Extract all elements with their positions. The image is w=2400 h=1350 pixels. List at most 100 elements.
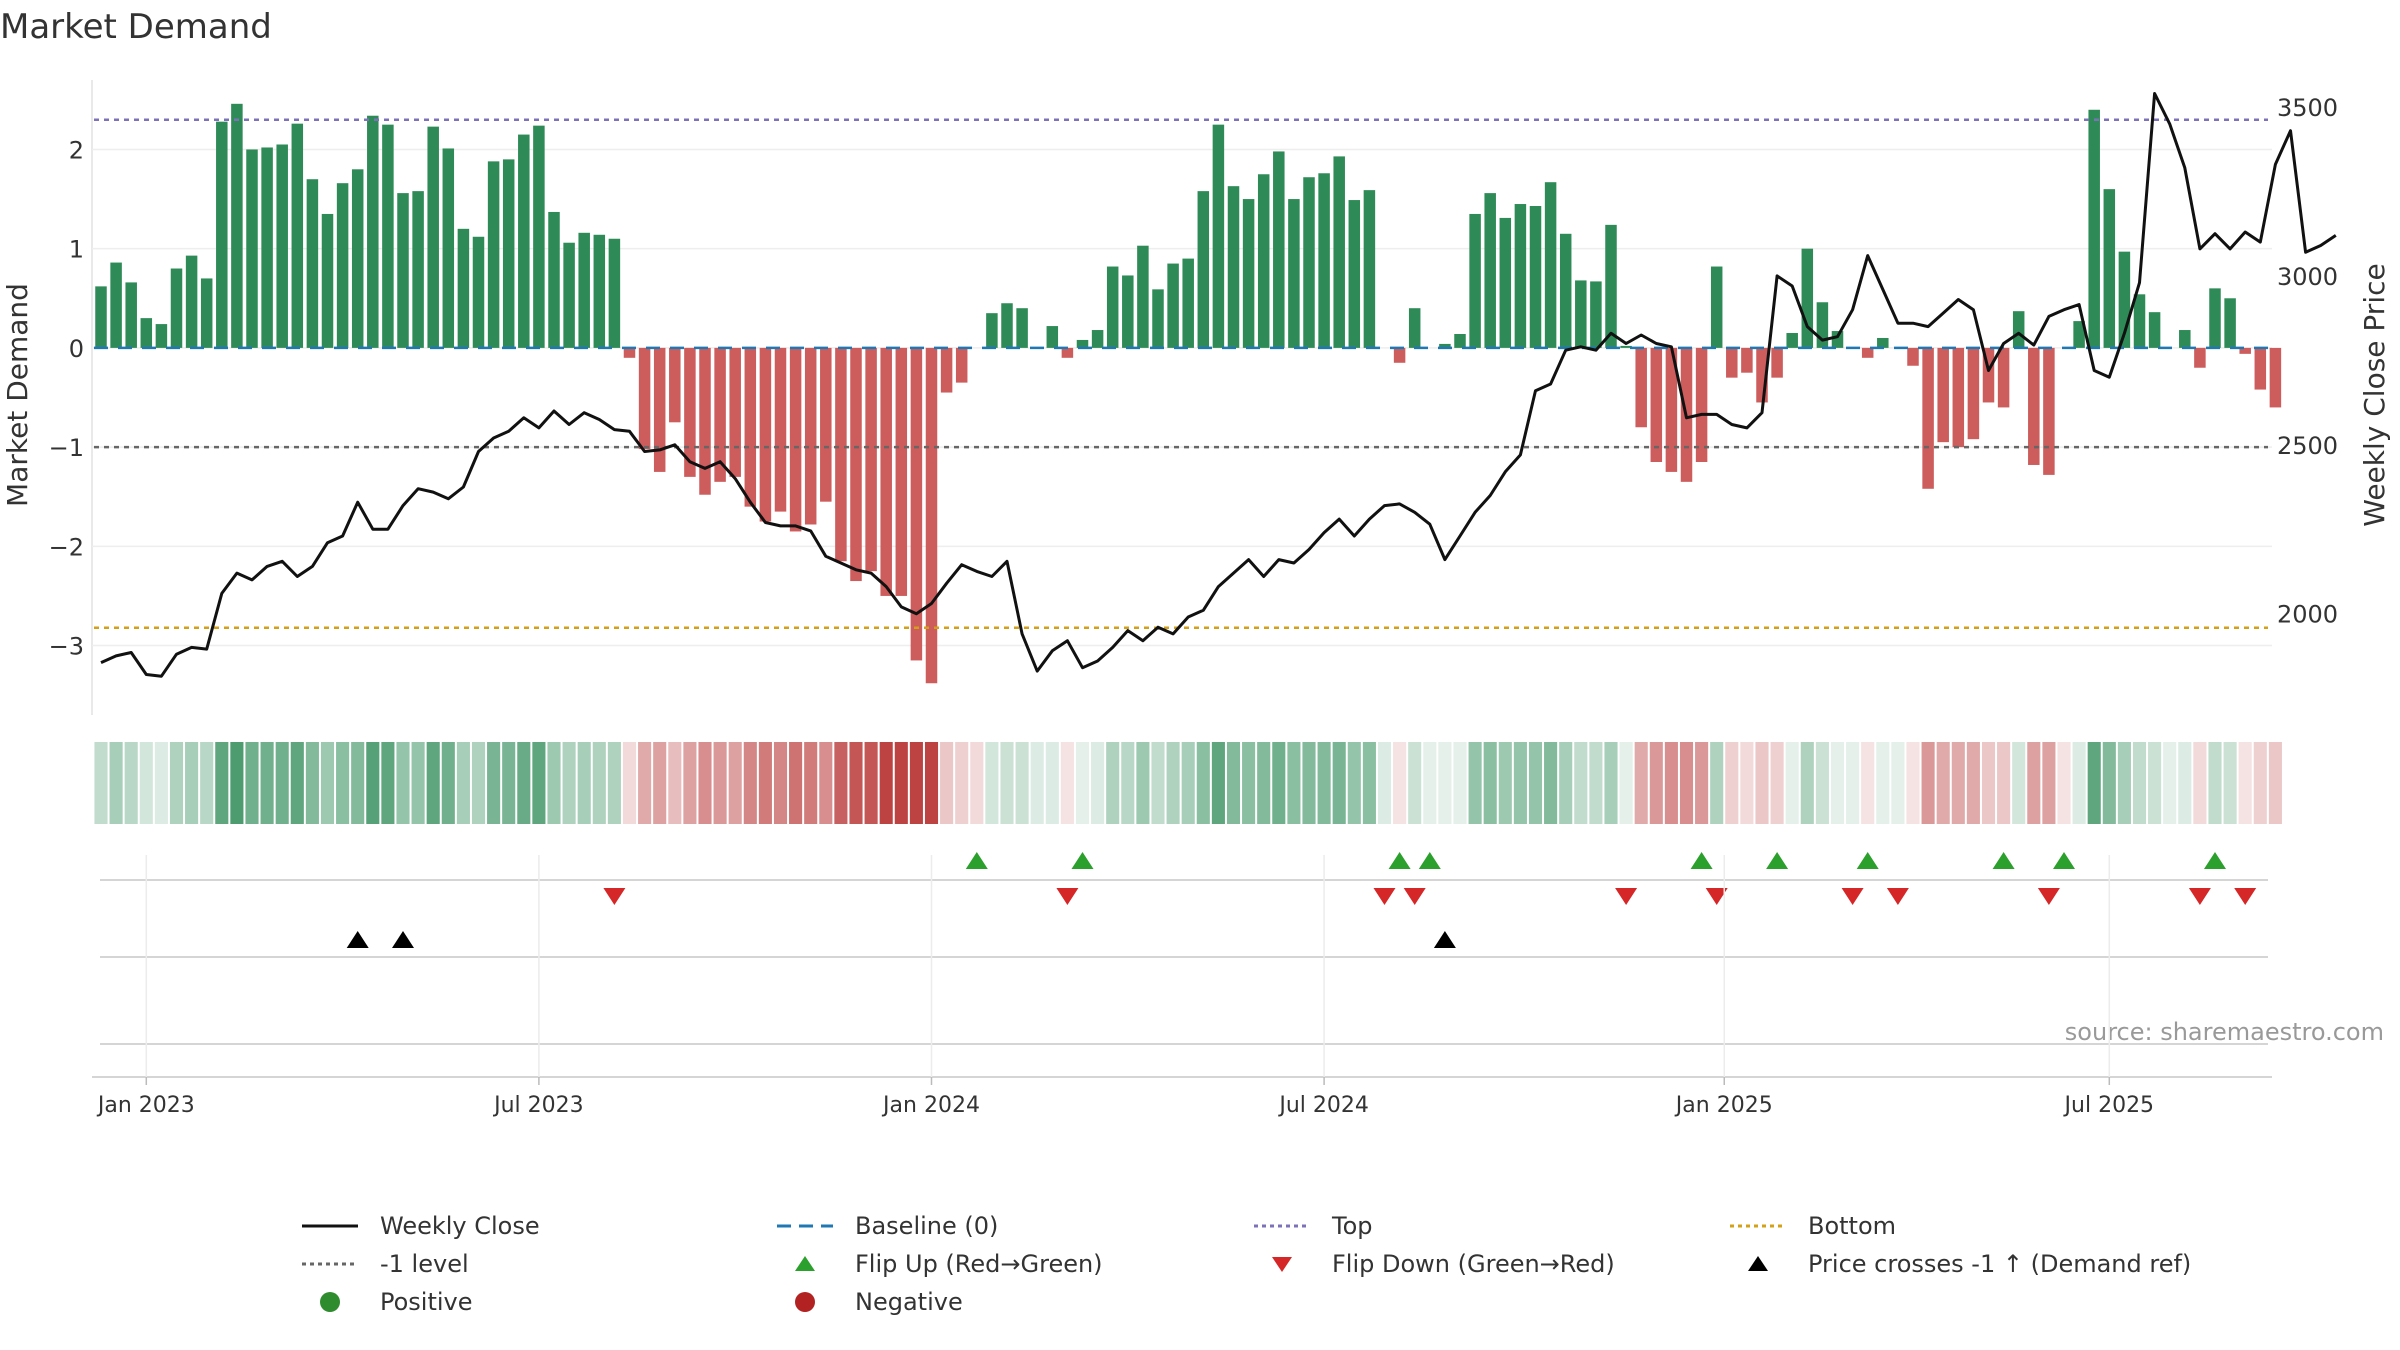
- heat-cell: [139, 742, 153, 824]
- legend-swatch-triangle-down: [1272, 1257, 1292, 1272]
- legend-swatch-triangle-up: [1748, 1256, 1768, 1271]
- flip-up-marker: [1992, 852, 2015, 869]
- demand-bar: [1816, 302, 1829, 348]
- legend-item-top: Top: [1252, 1208, 1373, 1244]
- demand-bar: [2088, 109, 2100, 348]
- demand-bar: [1605, 224, 1617, 348]
- heat-cell: [1846, 742, 1860, 824]
- legend-swatch-circle: [795, 1292, 815, 1312]
- x-axis-ticks: Jan 2023 Jul 2023 Jan 2024 Jul 2024 Jan 2025…: [96, 855, 2154, 1118]
- heat-cell: [320, 742, 335, 824]
- demand-bar: [1937, 347, 1949, 443]
- demand-bar: [170, 268, 183, 348]
- heat-cell: [1332, 742, 1346, 824]
- heat-cell: [1710, 742, 1724, 824]
- demand-bar: [835, 347, 847, 562]
- demand-bar: [155, 324, 168, 348]
- flip-down-marker: [1403, 888, 1426, 905]
- demand-bar: [1091, 330, 1104, 348]
- heat-cell: [1317, 742, 1331, 824]
- legend-swatch-line-dashed: [777, 1224, 833, 1228]
- heat-cell: [305, 742, 319, 824]
- flip-down-marker: [2234, 888, 2257, 905]
- heat-cell: [834, 742, 848, 824]
- demand-bar: [1635, 347, 1647, 428]
- heat-cell: [2027, 742, 2041, 824]
- demand-bar: [1831, 331, 1844, 348]
- heat-cell: [471, 742, 486, 824]
- heat-cell: [2012, 742, 2026, 824]
- heat-cell: [2208, 742, 2222, 824]
- reference-levels: [94, 118, 2268, 629]
- price-cross-marker: [1433, 931, 1456, 948]
- demand-bar: [1982, 347, 1995, 403]
- heat-cell: [1423, 742, 1437, 824]
- demand-heat-strip: [94, 742, 2282, 824]
- demand-bar: [608, 238, 621, 348]
- heat-cell: [1876, 742, 1890, 824]
- demand-bar: [955, 347, 968, 383]
- demand-bar: [578, 232, 590, 348]
- y2-axis-ticks: 3500 3000 2500 2000: [2277, 94, 2338, 629]
- demand-bar: [1997, 347, 2010, 408]
- heat-cell: [1106, 742, 1120, 824]
- demand-bar: [2103, 189, 2116, 348]
- heat-cell: [940, 742, 954, 824]
- demand-bar: [1363, 190, 1376, 348]
- demand-bar: [804, 347, 817, 525]
- flip-marker-panel: [100, 852, 2268, 905]
- price-cross-marker: [346, 931, 369, 948]
- demand-bar: [895, 347, 908, 596]
- heat-cell: [1121, 742, 1135, 824]
- demand-bar: [2179, 330, 2191, 348]
- demand-bar: [1590, 281, 1602, 348]
- heat-cell: [1634, 742, 1648, 824]
- heat-cell: [1196, 742, 1210, 824]
- flip-up-marker: [2204, 852, 2226, 869]
- demand-bar: [2133, 294, 2146, 348]
- heat-cell: [2193, 742, 2207, 824]
- demand-bar: [246, 149, 258, 348]
- demand-bar: [1439, 343, 1451, 348]
- heat-cell: [1498, 742, 1512, 824]
- source-note: source: sharemaestro.com: [2065, 1018, 2384, 1046]
- y-axis-ticks: 2 1 0 −1 −2 −3: [49, 136, 84, 660]
- flip-up-marker: [1690, 852, 1713, 869]
- demand-bar: [442, 148, 455, 348]
- demand-bar: [1710, 266, 1723, 348]
- main-panel: 2 1 0 −1 −2 −3 3500 3000 2500 2000: [49, 80, 2338, 715]
- legend-label: Weekly Close: [380, 1212, 540, 1240]
- legend-label: Flip Down (Green→Red): [1332, 1250, 1615, 1278]
- heat-cell: [2117, 742, 2131, 824]
- heat-cell: [1528, 742, 1543, 824]
- demand-bar: [1408, 308, 1421, 348]
- heat-cell: [1045, 742, 1059, 824]
- y-tick-label: 1: [69, 236, 84, 264]
- flip-up-marker: [1766, 852, 1789, 869]
- legend-label: Negative: [855, 1288, 963, 1316]
- heat-cell: [1060, 742, 1074, 824]
- chart-legend: Weekly Close Baseline (0) Top Bottom -1 leve…: [300, 1208, 2200, 1328]
- heat-cell: [200, 742, 214, 824]
- heat-cell: [879, 742, 893, 824]
- y2-tick-label: 3500: [2277, 94, 2338, 122]
- heat-cell: [1377, 742, 1392, 824]
- flip-down-marker: [1373, 888, 1396, 905]
- demand-bar: [397, 193, 409, 348]
- heat-cell: [970, 742, 984, 824]
- x-tick-label: Jan 2024: [881, 1093, 980, 1118]
- heat-cell: [1287, 742, 1301, 824]
- demand-bar: [2269, 347, 2282, 408]
- demand-bar: [1106, 266, 1119, 348]
- heat-cell: [909, 742, 923, 824]
- demand-bar: [1273, 151, 1285, 348]
- flip-down-marker: [1056, 888, 1079, 905]
- demand-bar: [1544, 182, 1557, 348]
- demand-bar: [759, 347, 772, 522]
- demand-bar: [1484, 193, 1496, 348]
- heat-cell: [1257, 742, 1271, 824]
- legend-label: Top: [1332, 1212, 1373, 1240]
- heat-cell: [577, 742, 591, 824]
- legend-item-baseline: Baseline (0): [775, 1208, 998, 1244]
- demand-bar: [850, 347, 862, 582]
